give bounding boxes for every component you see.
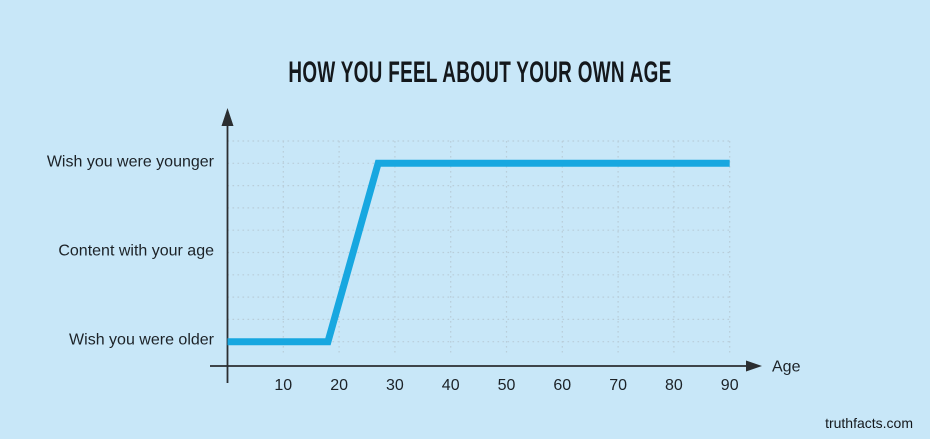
x-axis-title: Age [772,359,801,376]
x-tick-label: 70 [609,377,627,394]
feeling-line [227,159,730,346]
x-tick-label: 30 [386,377,404,394]
x-tick-label: 10 [274,377,292,394]
chart-title: HOW YOU FEEL ABOUT YOUR OWN AGE [288,56,672,89]
x-axis-arrow-icon [746,360,762,372]
x-tick-label: 40 [442,377,460,394]
x-tick-label: 60 [553,377,571,394]
x-tick-label: 20 [330,377,348,394]
y-category-label: Wish you were younger [47,153,215,170]
x-tick-label: 50 [498,377,516,394]
watermark-text: truthfacts.com [825,415,913,431]
x-tick-label: 90 [721,377,739,394]
y-category-label: Wish you were older [69,332,215,349]
y-category-label: Content with your age [58,243,214,260]
y-axis-arrow-icon [221,108,234,126]
x-tick-label: 80 [665,377,683,394]
